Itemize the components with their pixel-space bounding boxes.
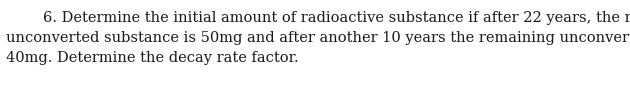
Text: 40mg. Determine the decay rate factor.: 40mg. Determine the decay rate factor. (6, 51, 298, 65)
Text: 6. Determine the initial amount of radioactive substance if after 22 years, the : 6. Determine the initial amount of radio… (6, 11, 630, 25)
Text: unconverted substance is 50mg and after another 10 years the remaining unconvert: unconverted substance is 50mg and after … (6, 31, 630, 45)
